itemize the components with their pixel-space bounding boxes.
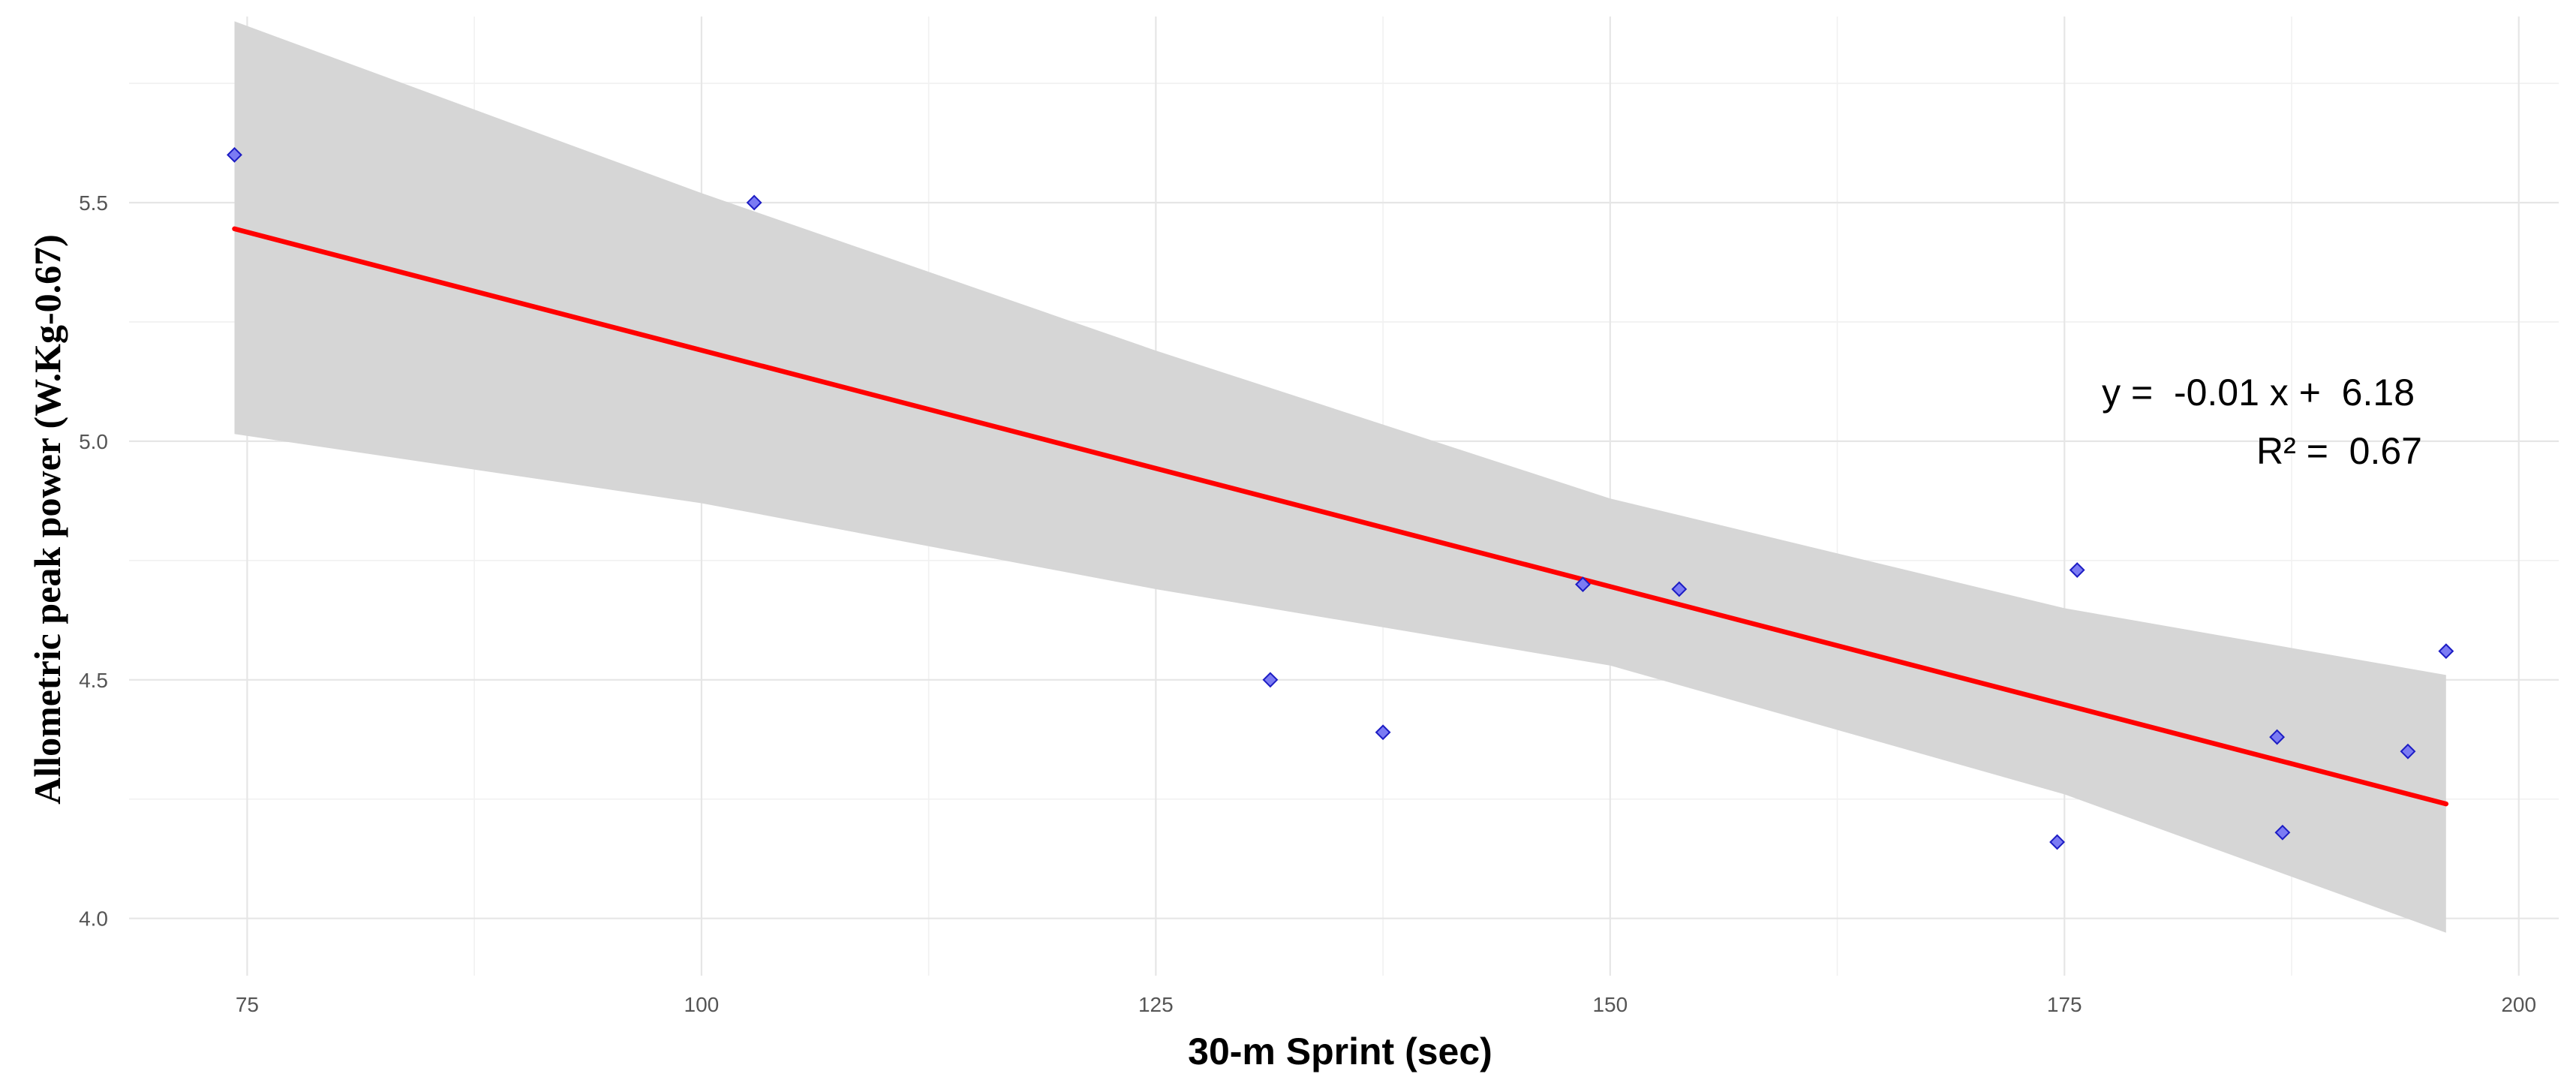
data-point-9 (2269, 729, 2286, 745)
data-point-2 (746, 194, 762, 211)
y-tick-label: 4.0 (79, 907, 108, 931)
data-point-5 (1575, 576, 1591, 593)
x-tick-label: 125 (1138, 993, 1174, 1016)
y-tick-label: 5.0 (79, 430, 108, 453)
y-tick-label: 4.5 (79, 669, 108, 692)
r-squared-label: R² = 0.67 (2256, 430, 2422, 472)
y-tick-label: 5.5 (79, 191, 108, 215)
data-point-10 (2274, 824, 2291, 841)
x-axis-ticks: 75 100 125 150 175 200 (236, 993, 2536, 1016)
data-points (227, 146, 2454, 850)
regression-line (232, 226, 2449, 807)
data-point-4 (1375, 724, 1391, 741)
data-point-1 (227, 146, 242, 163)
x-tick-label: 200 (2501, 993, 2536, 1016)
x-tick-label: 150 (1592, 993, 1628, 1016)
data-point-8 (2069, 562, 2085, 578)
x-tick-label: 75 (236, 993, 259, 1016)
data-point-3 (1262, 672, 1279, 688)
regression-equation: y = -0.01 x + 6.18 (2102, 372, 2415, 414)
data-point-7 (2049, 834, 2065, 850)
data-point-11 (2400, 743, 2416, 760)
x-axis-title: 30-m Sprint (sec) (1188, 1030, 1492, 1072)
data-point-12 (2438, 643, 2454, 660)
confidence-band (234, 21, 2446, 933)
y-axis-ticks: 4.0 4.5 5.0 5.5 (79, 191, 108, 931)
data-point-6 (1671, 581, 1688, 597)
x-tick-label: 100 (684, 993, 720, 1016)
x-tick-label: 175 (2047, 993, 2082, 1016)
y-axis-title: Allometric peak power (W.Kg-0.67) (26, 234, 68, 805)
